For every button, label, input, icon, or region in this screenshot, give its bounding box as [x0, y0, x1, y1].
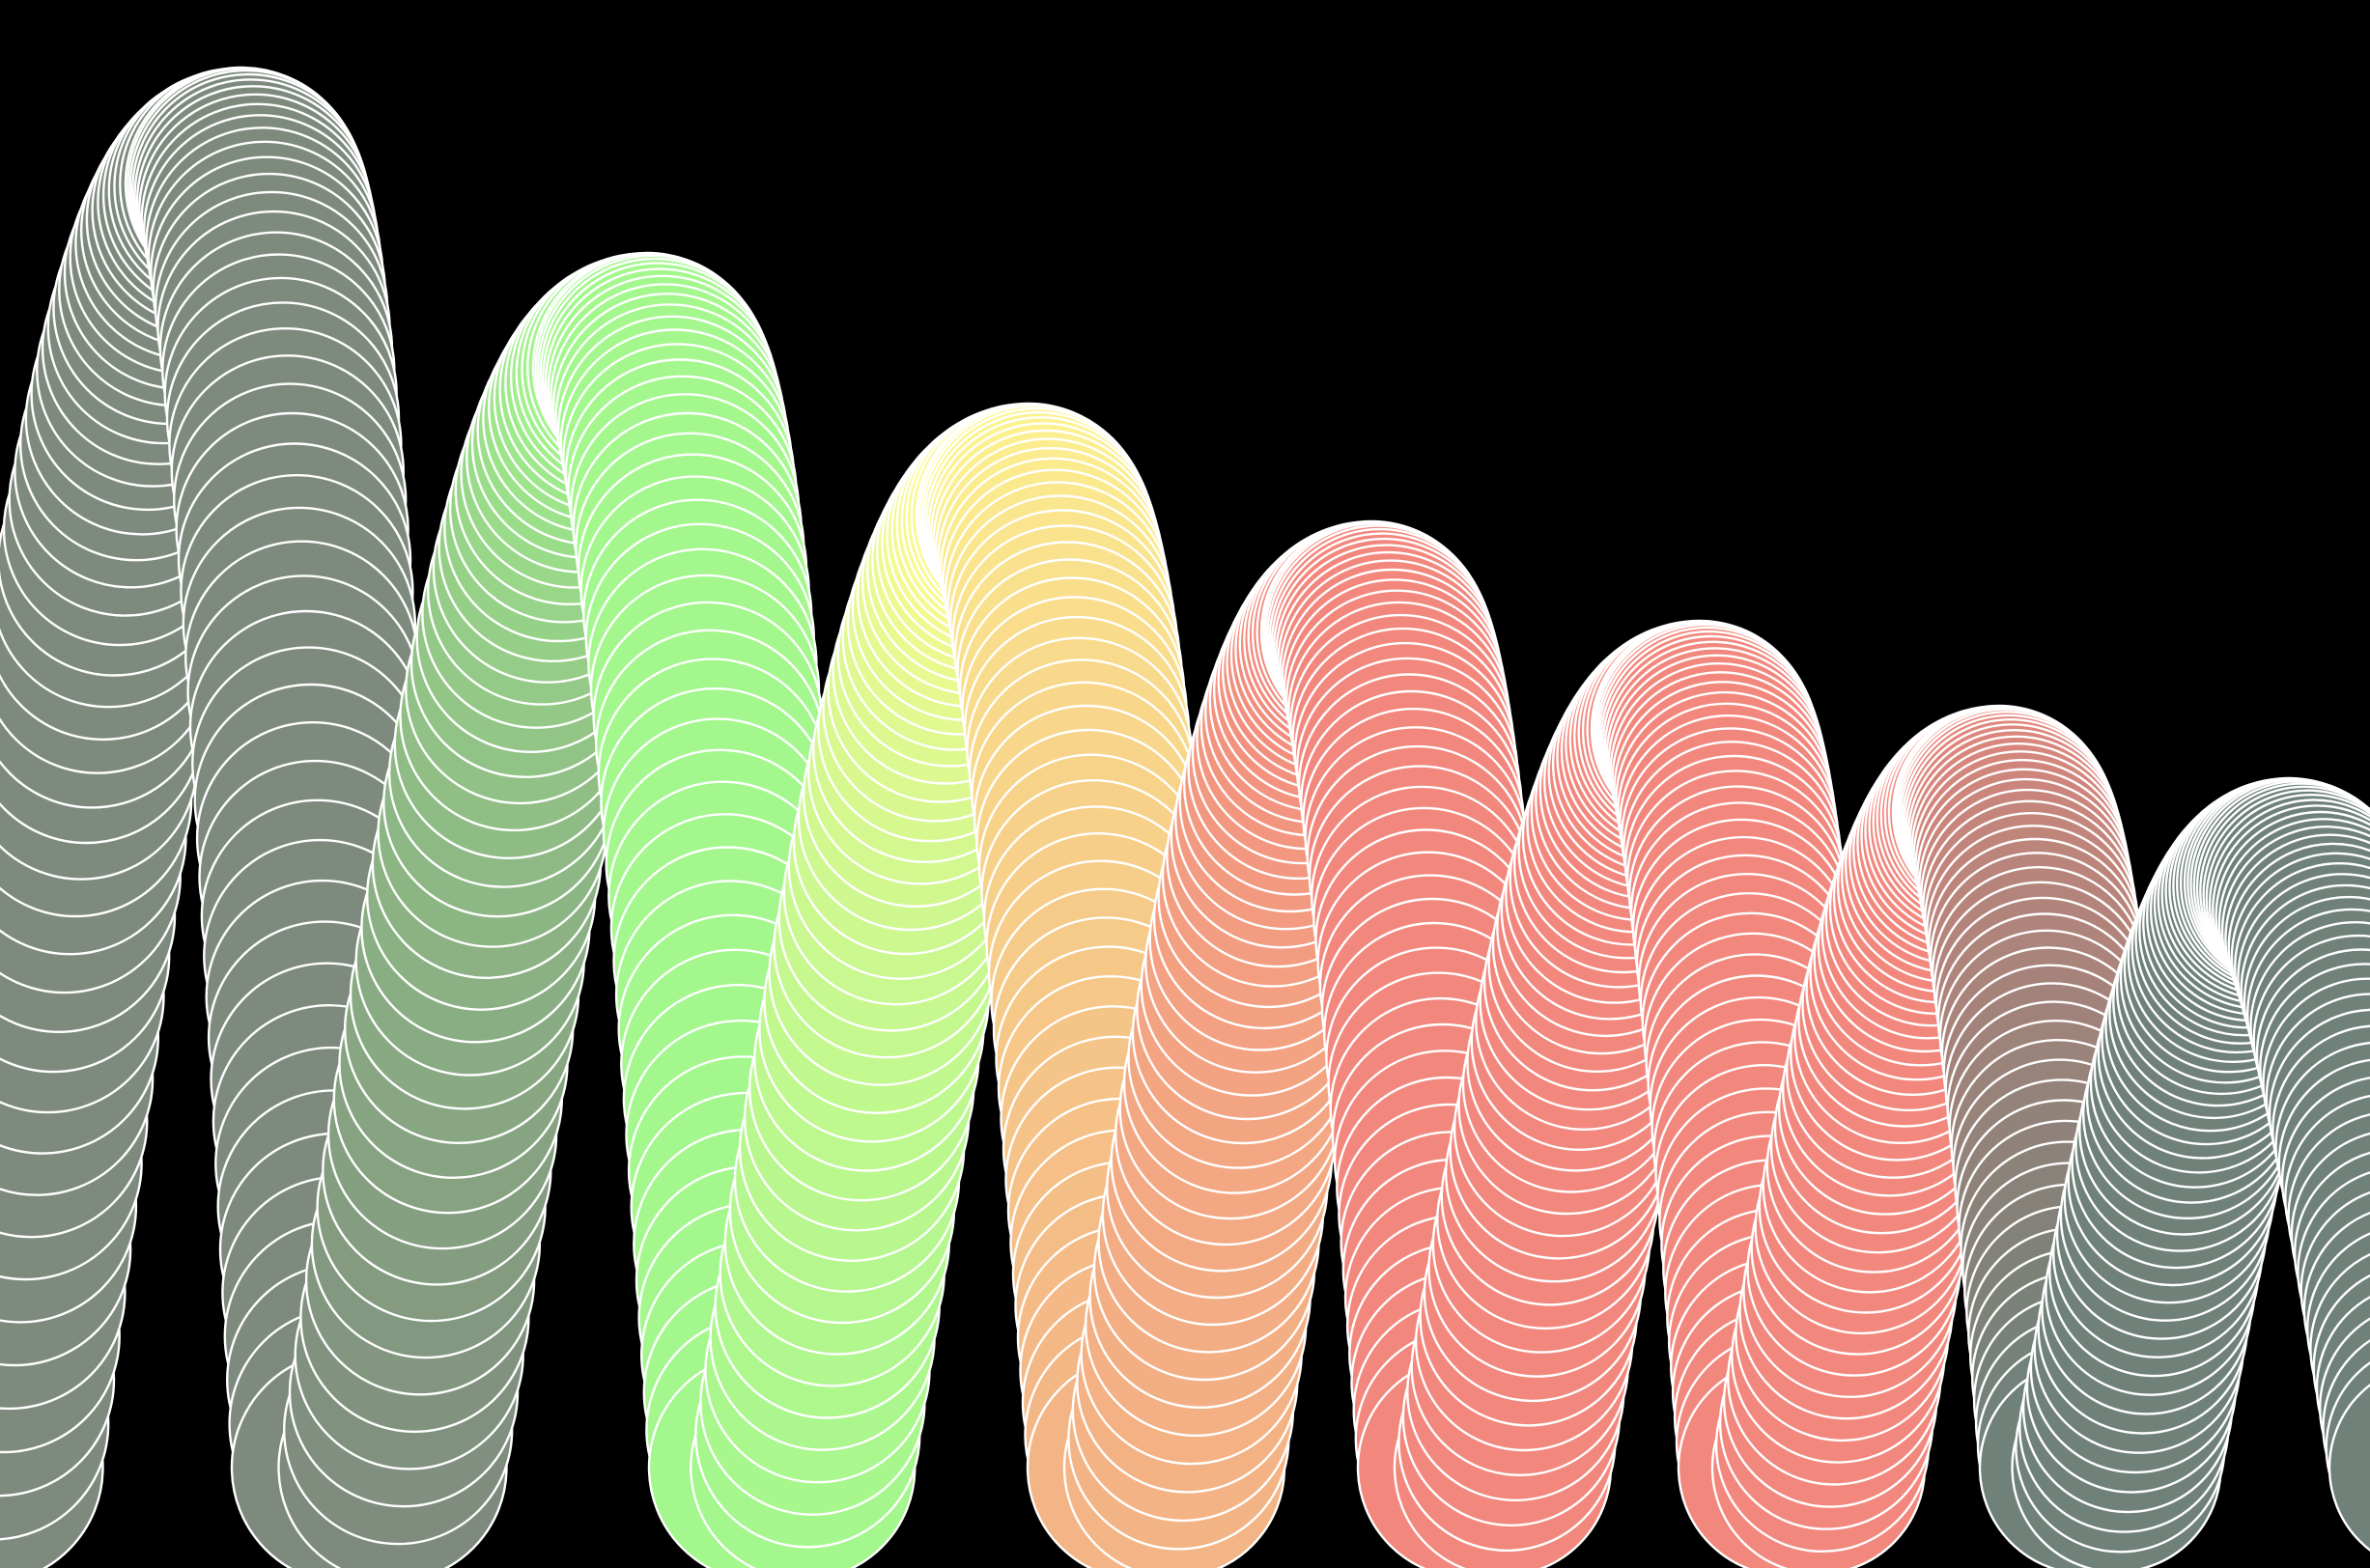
- coil-loop-7: [2011, 776, 2370, 1568]
- coil-loop-5: [1393, 619, 1897, 1568]
- coil-ring: [2328, 1384, 2370, 1552]
- coil-loop-1: [0, 66, 466, 1568]
- coil-loop-2: [277, 251, 879, 1568]
